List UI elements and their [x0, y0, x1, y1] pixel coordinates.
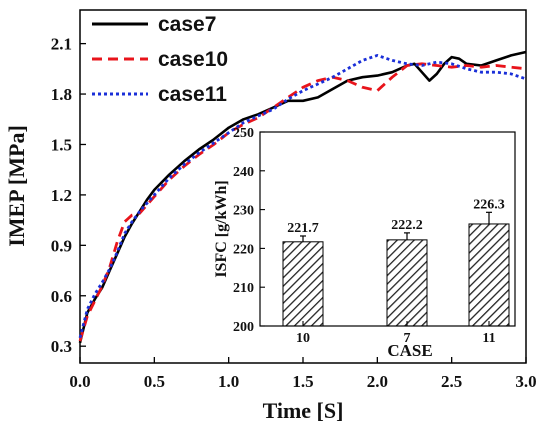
y-axis-title: IMEP [MPa]	[4, 125, 29, 247]
y-tick-label: 1.5	[51, 135, 72, 154]
main-plot: 0.0 0.5 1.0 1.5 2.0 2.5 3.0 0.3 0.6 0.9 1.2 1.5 1.8 2…	[51, 35, 537, 391]
series-line-case7	[78, 50, 527, 344]
inset-y-tick-label: 230	[233, 204, 254, 219]
x-tick-label: 3.0	[515, 372, 536, 391]
bar-value-label: 222.2	[391, 218, 423, 233]
inset-frame	[259, 131, 516, 327]
inset-y-tick-label: 200	[233, 320, 254, 335]
x-tick-label: 0.5	[144, 372, 165, 391]
bar-11	[468, 223, 510, 327]
y-tick-label: 1.2	[51, 186, 72, 205]
legend: case7 case10 case11	[92, 13, 228, 106]
inset-y-tick-label: 250	[233, 126, 254, 141]
series-line-case11	[78, 54, 527, 339]
legend-label-case10: case10	[158, 48, 228, 71]
legend-label-case11: case11	[158, 83, 227, 106]
x-tick-label: 1.0	[218, 372, 239, 391]
y-tick-label: 0.9	[51, 236, 72, 255]
inset-x-tick-label: 11	[482, 331, 495, 346]
bar-value-label: 221.7	[287, 221, 319, 236]
inset-y-tick-label: 220	[233, 242, 254, 257]
y-tick-label: 1.8	[51, 85, 72, 104]
inset-y-tick-label: 210	[233, 281, 254, 296]
x-tick-label: 2.5	[441, 372, 462, 391]
x-tick-label: 1.5	[292, 372, 313, 391]
y-tick-label: 2.1	[51, 35, 72, 54]
x-axis-title: Time [S]	[263, 398, 344, 423]
legend-label-case7: case7	[158, 13, 216, 36]
inset-x-axis-title: CASE	[387, 341, 432, 360]
bar-7	[386, 239, 428, 327]
inset-bar-chart: 200 210 220 230 240 250 221.7 10 222.2 7 226.3 11	[233, 126, 510, 346]
inset-x-tick-label: 10	[296, 331, 310, 346]
y-tick-label: 0.3	[51, 337, 72, 356]
inset-x-tick-label: 7	[404, 331, 411, 346]
x-tick-label: 2.0	[367, 372, 388, 391]
y-tick-label: 0.6	[51, 287, 72, 306]
inset-y-axis-title: ISFC [g/kWh]	[213, 180, 230, 277]
x-tick-label: 0.0	[69, 372, 90, 391]
main-plot-lines	[78, 50, 527, 344]
inset-y-tick-label: 240	[233, 165, 254, 180]
bar-value-label: 226.3	[473, 197, 505, 212]
bar-10	[282, 241, 324, 327]
